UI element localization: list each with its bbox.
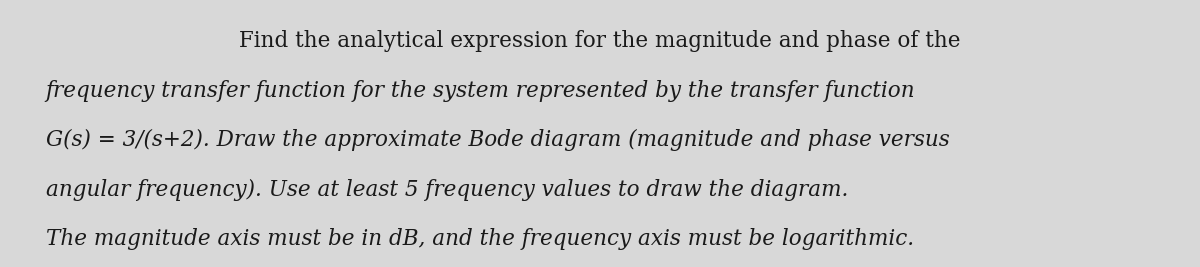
Text: G(s) = 3/(s+2). Draw the approximate Bode diagram (magnitude and phase versus: G(s) = 3/(s+2). Draw the approximate Bod…	[46, 129, 949, 151]
Text: frequency transfer function for the system represented by the transfer function: frequency transfer function for the syst…	[46, 80, 916, 102]
Text: angular frequency). Use at least 5 frequency values to draw the diagram.: angular frequency). Use at least 5 frequ…	[46, 179, 848, 201]
Text: The magnitude axis must be in dB, and the frequency axis must be logarithmic.: The magnitude axis must be in dB, and th…	[46, 228, 913, 250]
Text: Find the analytical expression for the magnitude and phase of the: Find the analytical expression for the m…	[239, 30, 961, 52]
